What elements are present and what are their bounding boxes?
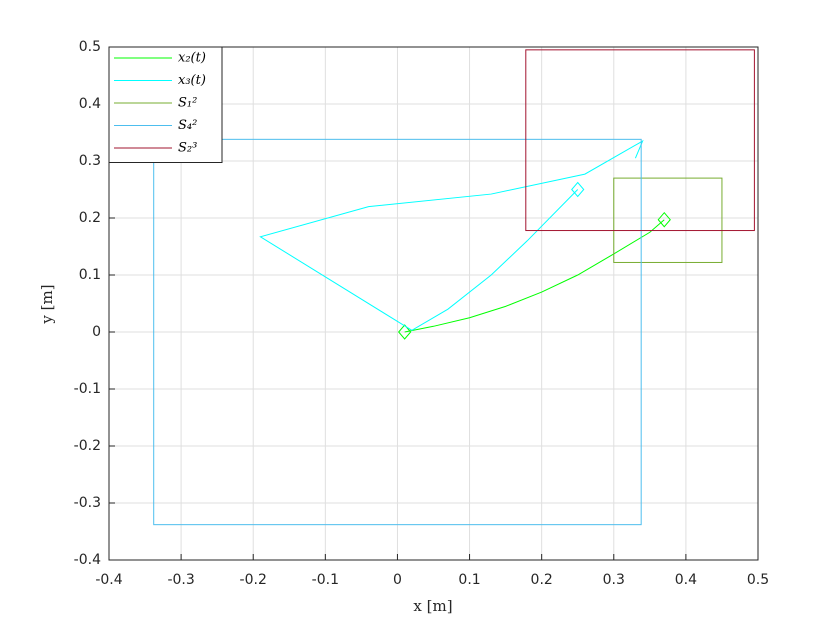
- axes-box: [108, 46, 759, 561]
- marker: [571, 181, 585, 198]
- x-tick-label: 0.1: [458, 572, 480, 588]
- y-axis-label: y [m]: [38, 284, 56, 324]
- x-tick-label: 0.3: [603, 572, 625, 588]
- set-rect: [153, 138, 642, 526]
- y-tick-label: -0.4: [74, 552, 101, 568]
- y-tick-label: 0: [92, 324, 101, 340]
- marker: [657, 211, 671, 228]
- marker: [397, 324, 412, 340]
- y-tick-label: 0.5: [79, 39, 101, 55]
- series-line: [259, 139, 644, 331]
- legend-label: x₂(t): [178, 51, 206, 66]
- legend-label: S₂³: [178, 141, 197, 156]
- y-tick-label: -0.1: [74, 381, 101, 397]
- x-axis-label: x [m]: [413, 597, 452, 615]
- x-tick-label: -0.3: [167, 572, 194, 588]
- x-tick-label: -0.2: [240, 572, 267, 588]
- y-tick-label: 0.4: [79, 96, 101, 112]
- x-tick-label: 0.4: [675, 572, 697, 588]
- x-tick-label: -0.1: [312, 572, 339, 588]
- set-rect: [613, 177, 723, 263]
- x-tick-label: -0.4: [95, 572, 122, 588]
- y-tick-label: 0.3: [79, 153, 101, 169]
- set-rect: [525, 49, 755, 232]
- legend-label: S₄²: [178, 118, 197, 133]
- y-tick-label: -0.3: [74, 495, 101, 511]
- x-tick-label: 0.2: [531, 572, 553, 588]
- y-tick-label: 0.2: [79, 210, 101, 226]
- legend-box: [108, 46, 223, 163]
- y-tick-label: 0.1: [79, 267, 101, 283]
- legend-label: x₃(t): [178, 73, 206, 88]
- x-tick-label: 0: [393, 572, 402, 588]
- y-tick-label: -0.2: [74, 438, 101, 454]
- series-line: [404, 219, 665, 333]
- x-tick-label: 0.5: [747, 572, 769, 588]
- legend-label: S₁²: [178, 96, 197, 111]
